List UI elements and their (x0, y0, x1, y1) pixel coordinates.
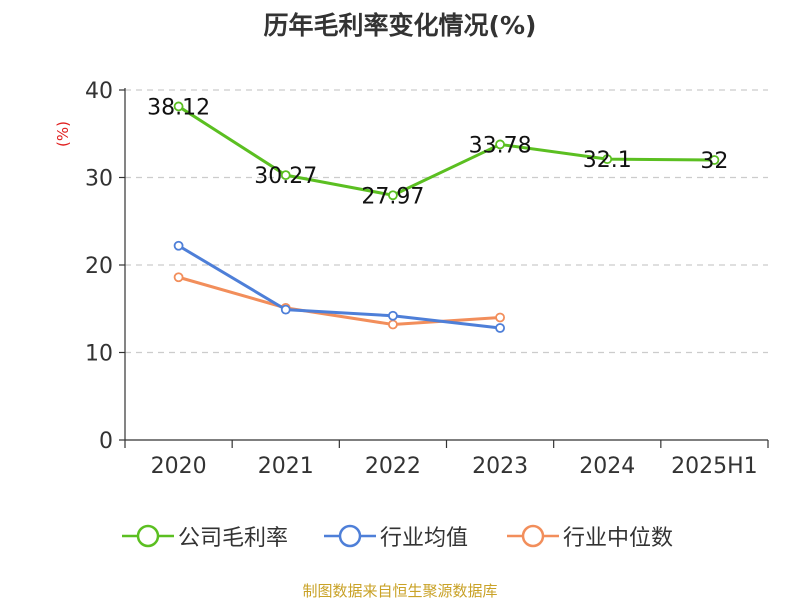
legend-marker (324, 524, 376, 548)
data-point (495, 312, 505, 323)
data-label: 30.27 (254, 164, 317, 189)
x-tick-label: 2025H1 (671, 454, 758, 479)
legend-marker (507, 524, 559, 548)
data-point (388, 310, 398, 321)
data-label: 38.12 (147, 95, 210, 120)
y-tick-label: 30 (85, 167, 113, 192)
series-line (177, 244, 501, 330)
data-point (280, 170, 291, 181)
data-point (173, 240, 184, 251)
legend-label: 行业中位数 (563, 526, 674, 551)
series-line (178, 275, 501, 326)
data-point (173, 101, 184, 112)
data-label: 33.78 (469, 133, 532, 158)
series-line (177, 105, 715, 197)
data-point (388, 190, 398, 201)
data-point (280, 304, 291, 315)
x-tick-label: 2024 (579, 454, 635, 479)
data-label: 27.97 (361, 184, 424, 209)
data-point (602, 154, 613, 165)
data-point (495, 323, 505, 333)
data-point (173, 272, 184, 283)
legend-item[interactable]: 行业中位数 (505, 518, 673, 554)
data-label: 32.1 (583, 148, 632, 173)
data-point (709, 155, 720, 165)
source-note: 制图数据来自恒生聚源数据库 (302, 582, 498, 600)
y-tick-label: 0 (99, 429, 113, 454)
data-label: 32 (700, 149, 728, 174)
y-tick-label: 10 (85, 342, 113, 367)
legend-marker (122, 524, 174, 548)
legend-label: 行业均值 (380, 526, 469, 551)
legend-item[interactable]: 公司毛利率 (120, 518, 288, 554)
legend: 公司毛利率 行业均值 行业中位数 (0, 518, 800, 554)
legend-circle (338, 524, 362, 548)
x-tick-label: 2020 (151, 454, 207, 479)
x-tick-label: 2021 (258, 454, 314, 479)
x-tick-label: 2022 (365, 454, 421, 479)
legend-label: 公司毛利率 (178, 526, 289, 551)
data-point (388, 319, 398, 330)
x-tick-label: 2023 (472, 454, 528, 479)
data-point (495, 139, 505, 150)
y-tick-label: 40 (85, 79, 113, 104)
legend-circle (136, 524, 160, 548)
y-tick-label: 20 (85, 254, 113, 279)
legend-item[interactable]: 行业均值 (322, 518, 468, 554)
legend-circle (521, 524, 545, 548)
chart-title: 历年毛利率变化情况(%) (263, 11, 537, 40)
